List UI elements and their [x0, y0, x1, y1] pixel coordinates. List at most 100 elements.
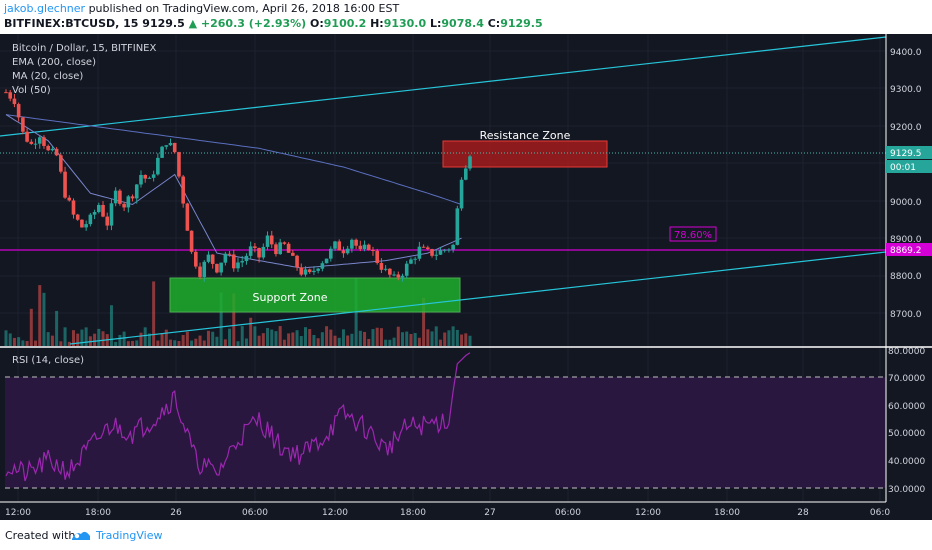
volume-bar — [63, 327, 67, 346]
tradingview-link[interactable]: TradingView — [96, 529, 163, 542]
candle-body — [426, 247, 430, 250]
volume-bar — [12, 337, 16, 346]
ema-legend[interactable]: EMA (200, close) — [12, 57, 96, 68]
volume-bar — [409, 334, 413, 346]
volume-bar — [417, 337, 421, 346]
candle-body — [362, 244, 367, 250]
tradingview-logo-icon[interactable] — [70, 527, 92, 543]
volume-bar — [325, 326, 329, 346]
candle-body — [455, 208, 460, 245]
candle-body — [219, 262, 223, 273]
candle-body — [307, 269, 312, 273]
open-value: 9100.2 — [323, 17, 367, 30]
candle-body — [71, 200, 76, 215]
chart-title: Bitcoin / Dollar, 15, BITFINEX — [12, 43, 156, 54]
candle-body — [37, 137, 42, 144]
volume-bar — [160, 333, 164, 346]
symbol-label: BITFINEX:BTCUSD, 15 — [4, 17, 139, 30]
volume-bar — [291, 332, 295, 346]
rsi-legend[interactable]: RSI (14, close) — [12, 355, 84, 366]
time-tick-10: 28 — [797, 508, 809, 518]
lower-trendline[interactable] — [69, 251, 887, 345]
line-price-tag-text: 8869.2 — [890, 246, 922, 256]
resistance-zone[interactable] — [442, 140, 608, 168]
time-axis[interactable] — [0, 502, 932, 520]
published-text: published on TradingView.com, April 26, … — [88, 2, 400, 15]
chart-svg[interactable]: 78.60% Resistance Zone Support Zone Bitc… — [0, 34, 932, 520]
countdown-tag-text: 00:01 — [890, 163, 916, 173]
volume-bar — [396, 326, 400, 346]
volume-bar — [282, 339, 286, 346]
rsi-tick-70: 70.0000 — [888, 374, 925, 384]
candle-body — [189, 230, 194, 252]
candle-body — [434, 254, 439, 256]
volume-bar — [447, 330, 451, 346]
volume-bar — [401, 332, 405, 346]
ohlc-line: BITFINEX:BTCUSD, 15 9129.5 ▲ +260.3 (+2.… — [4, 17, 543, 30]
candle-body — [430, 249, 434, 256]
candle-body — [404, 263, 409, 276]
volume-bar — [320, 332, 324, 346]
candle-body — [29, 141, 34, 144]
volume-bar — [215, 336, 219, 346]
ma-legend[interactable]: MA (20, close) — [12, 71, 83, 82]
candle-body — [206, 254, 211, 262]
volume-bar — [249, 317, 253, 346]
volume-bar — [194, 338, 198, 346]
time-tick-8: 12:00 — [635, 508, 661, 518]
rsi-axis[interactable] — [887, 348, 932, 502]
volume-bar — [156, 340, 160, 346]
candle-body — [118, 190, 122, 204]
price-tick-9000: 9000.0 — [890, 198, 922, 208]
volume-bar — [152, 281, 156, 346]
candle-body — [375, 250, 379, 263]
volume-bar — [118, 334, 122, 346]
volume-bar — [219, 292, 223, 346]
candle-body — [248, 246, 253, 256]
candle-body — [147, 177, 152, 179]
candle-body — [194, 251, 198, 267]
volume-bar — [363, 331, 367, 346]
volume-bar — [287, 333, 291, 346]
volume-bar — [122, 331, 126, 346]
upper-trendline[interactable] — [0, 36, 887, 137]
price-axis[interactable] — [886, 34, 932, 346]
time-tick-5: 18:00 — [400, 508, 426, 518]
rsi-line — [5, 352, 471, 482]
volume-bar — [147, 333, 151, 346]
vol-legend[interactable]: Vol (50) — [12, 85, 51, 96]
volume-bar — [169, 339, 173, 346]
volume-bar — [17, 337, 21, 346]
volume-bar — [299, 336, 303, 346]
volume-bar — [206, 330, 210, 346]
author-link[interactable]: jakob.glechner — [4, 2, 86, 15]
rsi-tick-80: 80.0000 — [888, 347, 925, 357]
candle-body — [291, 252, 295, 256]
volume-bar — [114, 341, 118, 346]
candles — [4, 89, 472, 282]
volume-bar — [257, 335, 261, 346]
volume-bar — [38, 285, 42, 346]
candle-body — [130, 196, 135, 199]
last-price: 9129.5 — [142, 17, 185, 30]
volume-bar — [337, 337, 341, 346]
time-tick-3: 06:00 — [242, 508, 268, 518]
volume-bar — [333, 335, 337, 346]
candle-body — [451, 244, 455, 250]
volume-bar — [202, 340, 206, 346]
time-tick-9: 18:00 — [714, 508, 740, 518]
volume-bar — [34, 340, 38, 346]
volume-bar — [426, 329, 430, 346]
support-label: Support Zone — [253, 291, 328, 304]
chart-area[interactable]: 78.60% Resistance Zone Support Zone Bitc… — [0, 34, 932, 520]
candle-body — [274, 244, 278, 255]
candle-body — [333, 241, 337, 249]
candle-body — [463, 168, 468, 180]
candle-body — [337, 241, 342, 251]
candle-body — [358, 245, 363, 250]
time-tick-2: 26 — [170, 508, 182, 518]
candle-body — [21, 117, 25, 132]
high-label: H: — [370, 17, 384, 30]
candle-body — [33, 143, 38, 145]
support-zone[interactable] — [169, 277, 461, 313]
